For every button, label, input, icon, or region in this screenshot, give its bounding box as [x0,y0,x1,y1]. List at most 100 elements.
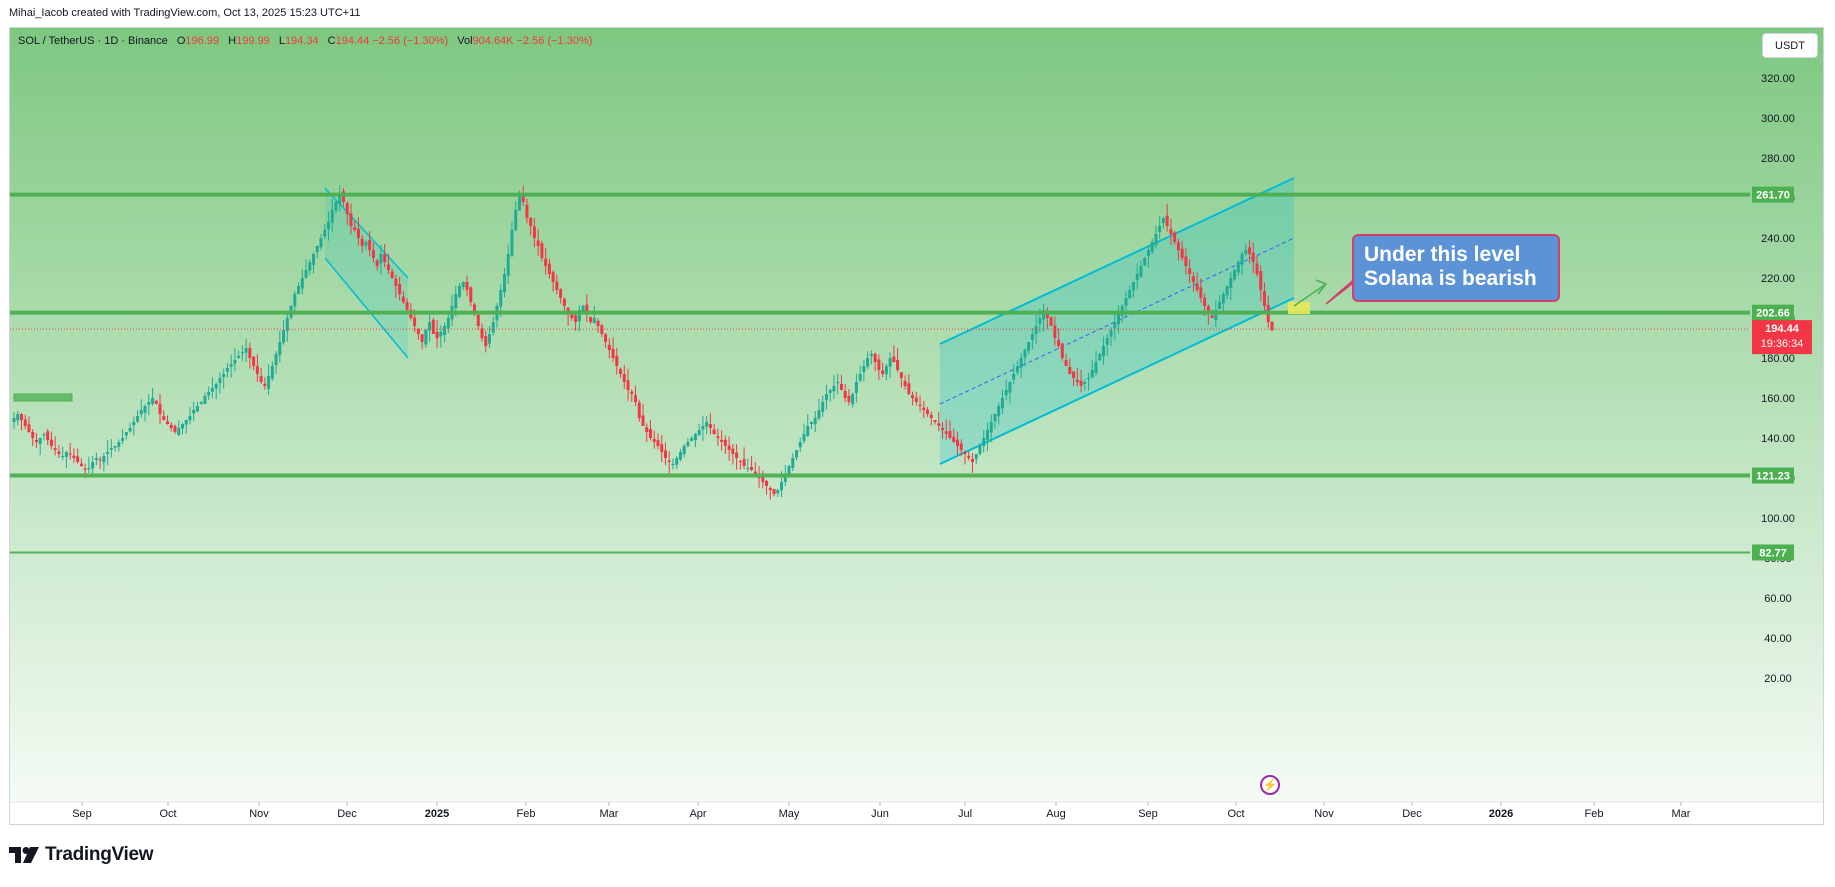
y-axis-tick-label: 160.00 [1761,393,1795,405]
candle-body [926,409,930,414]
candle-body [746,468,750,469]
candle-body [753,471,757,474]
candle-body [1128,290,1132,299]
candle-body [1173,232,1177,242]
candle-body [750,467,754,470]
candle-body [1188,268,1192,274]
candle-body [828,390,832,393]
candle-body [72,455,76,458]
candle-body [581,306,585,313]
candle-body [87,468,91,470]
candle-body [42,434,46,436]
candle-body [1221,294,1225,304]
candle-body [439,332,443,337]
candle-body [862,366,866,372]
candle-body [484,336,488,346]
candle-body [1072,371,1076,378]
candle-body [1180,248,1184,258]
candle-body [1116,314,1120,325]
candle-body [884,366,888,375]
candle-body [1143,258,1147,266]
candle-body [270,366,274,379]
price-chart[interactable]: 320.00300.00280.00260.00240.00220.00200.… [10,28,1823,824]
descending-channel-lower [324,257,409,359]
candle-body [1038,318,1042,324]
candle-body [375,260,379,266]
candle-body [23,419,27,426]
candle-body [1000,398,1004,409]
candle-body [64,452,68,457]
candle-body [259,376,263,382]
candle-body [443,326,447,335]
candle-body [922,407,926,410]
close-label: C [327,35,336,47]
tradingview-logo[interactable]: TradingView [9,844,154,866]
candle-body [712,429,716,434]
candle-body [308,262,312,271]
candle-body [218,378,222,384]
candle-body [641,415,645,426]
candle-body [19,413,23,420]
chart-background [10,28,1823,802]
candle-body [38,438,42,444]
y-axis-tick-label: 100.00 [1761,513,1795,525]
candle-body [1214,310,1218,320]
candle-body [982,438,986,447]
x-axis-label: Aug [1046,808,1066,820]
candle-body [304,270,308,278]
candle-body [454,294,458,309]
candle-body [338,194,342,205]
candle-body [525,204,529,218]
candle-body [1131,282,1135,291]
candle-body [907,383,911,394]
candle-body [1034,326,1038,334]
symbol-name[interactable]: SOL / TetherUS · 1D · Binance [18,35,168,47]
currency-button[interactable]: USDT [1762,33,1818,58]
callout-line-2: Solana is bearish [1364,267,1537,290]
lightning-icon[interactable]: ⚡ [1260,775,1280,795]
candle-body [390,271,394,278]
price-level-badge [1752,544,1794,561]
candle-body [847,395,851,402]
candle-body [776,490,780,494]
candle-body [136,416,140,422]
candle-body [705,422,709,427]
candle-body [469,287,473,302]
y-axis-tick-label: 300.00 [1761,113,1795,125]
candle-body [248,347,252,358]
footer-brand: TradingView [45,844,154,865]
candle-body [109,448,113,450]
candle-body [16,414,20,421]
candle-body [143,406,147,413]
candle-body [151,398,155,404]
x-axis-label: 2026 [1489,808,1513,820]
candle-body [1218,302,1222,309]
candle-body [128,428,132,432]
candle-body [263,383,267,386]
candle-body [585,304,589,314]
candle-body [278,342,282,356]
candle-body [371,249,375,258]
candle-body [742,459,746,466]
candle-body [941,427,945,430]
candle-body [364,242,368,246]
bearish-callout[interactable]: Under this level Solana is bearish [1352,234,1560,302]
candle-body [892,356,896,362]
candle-body [1161,218,1165,224]
candle-body [1019,358,1023,368]
x-axis-label: Sep [72,808,92,820]
candle-body [12,418,16,422]
candle-body [1045,312,1049,318]
candle-body [1203,297,1207,306]
chart-pane[interactable]: 320.00300.00280.00260.00240.00220.00200.… [9,27,1824,825]
candle-body [989,422,993,433]
candle-body [948,431,952,438]
candle-body [169,424,173,428]
callout-line-1: Under this level [1364,243,1521,266]
candle-body [405,302,409,310]
candle-body [356,228,360,238]
x-axis-label: May [779,808,800,820]
candle-body [851,394,855,405]
candle-body [244,348,248,353]
candle-body [806,426,810,437]
